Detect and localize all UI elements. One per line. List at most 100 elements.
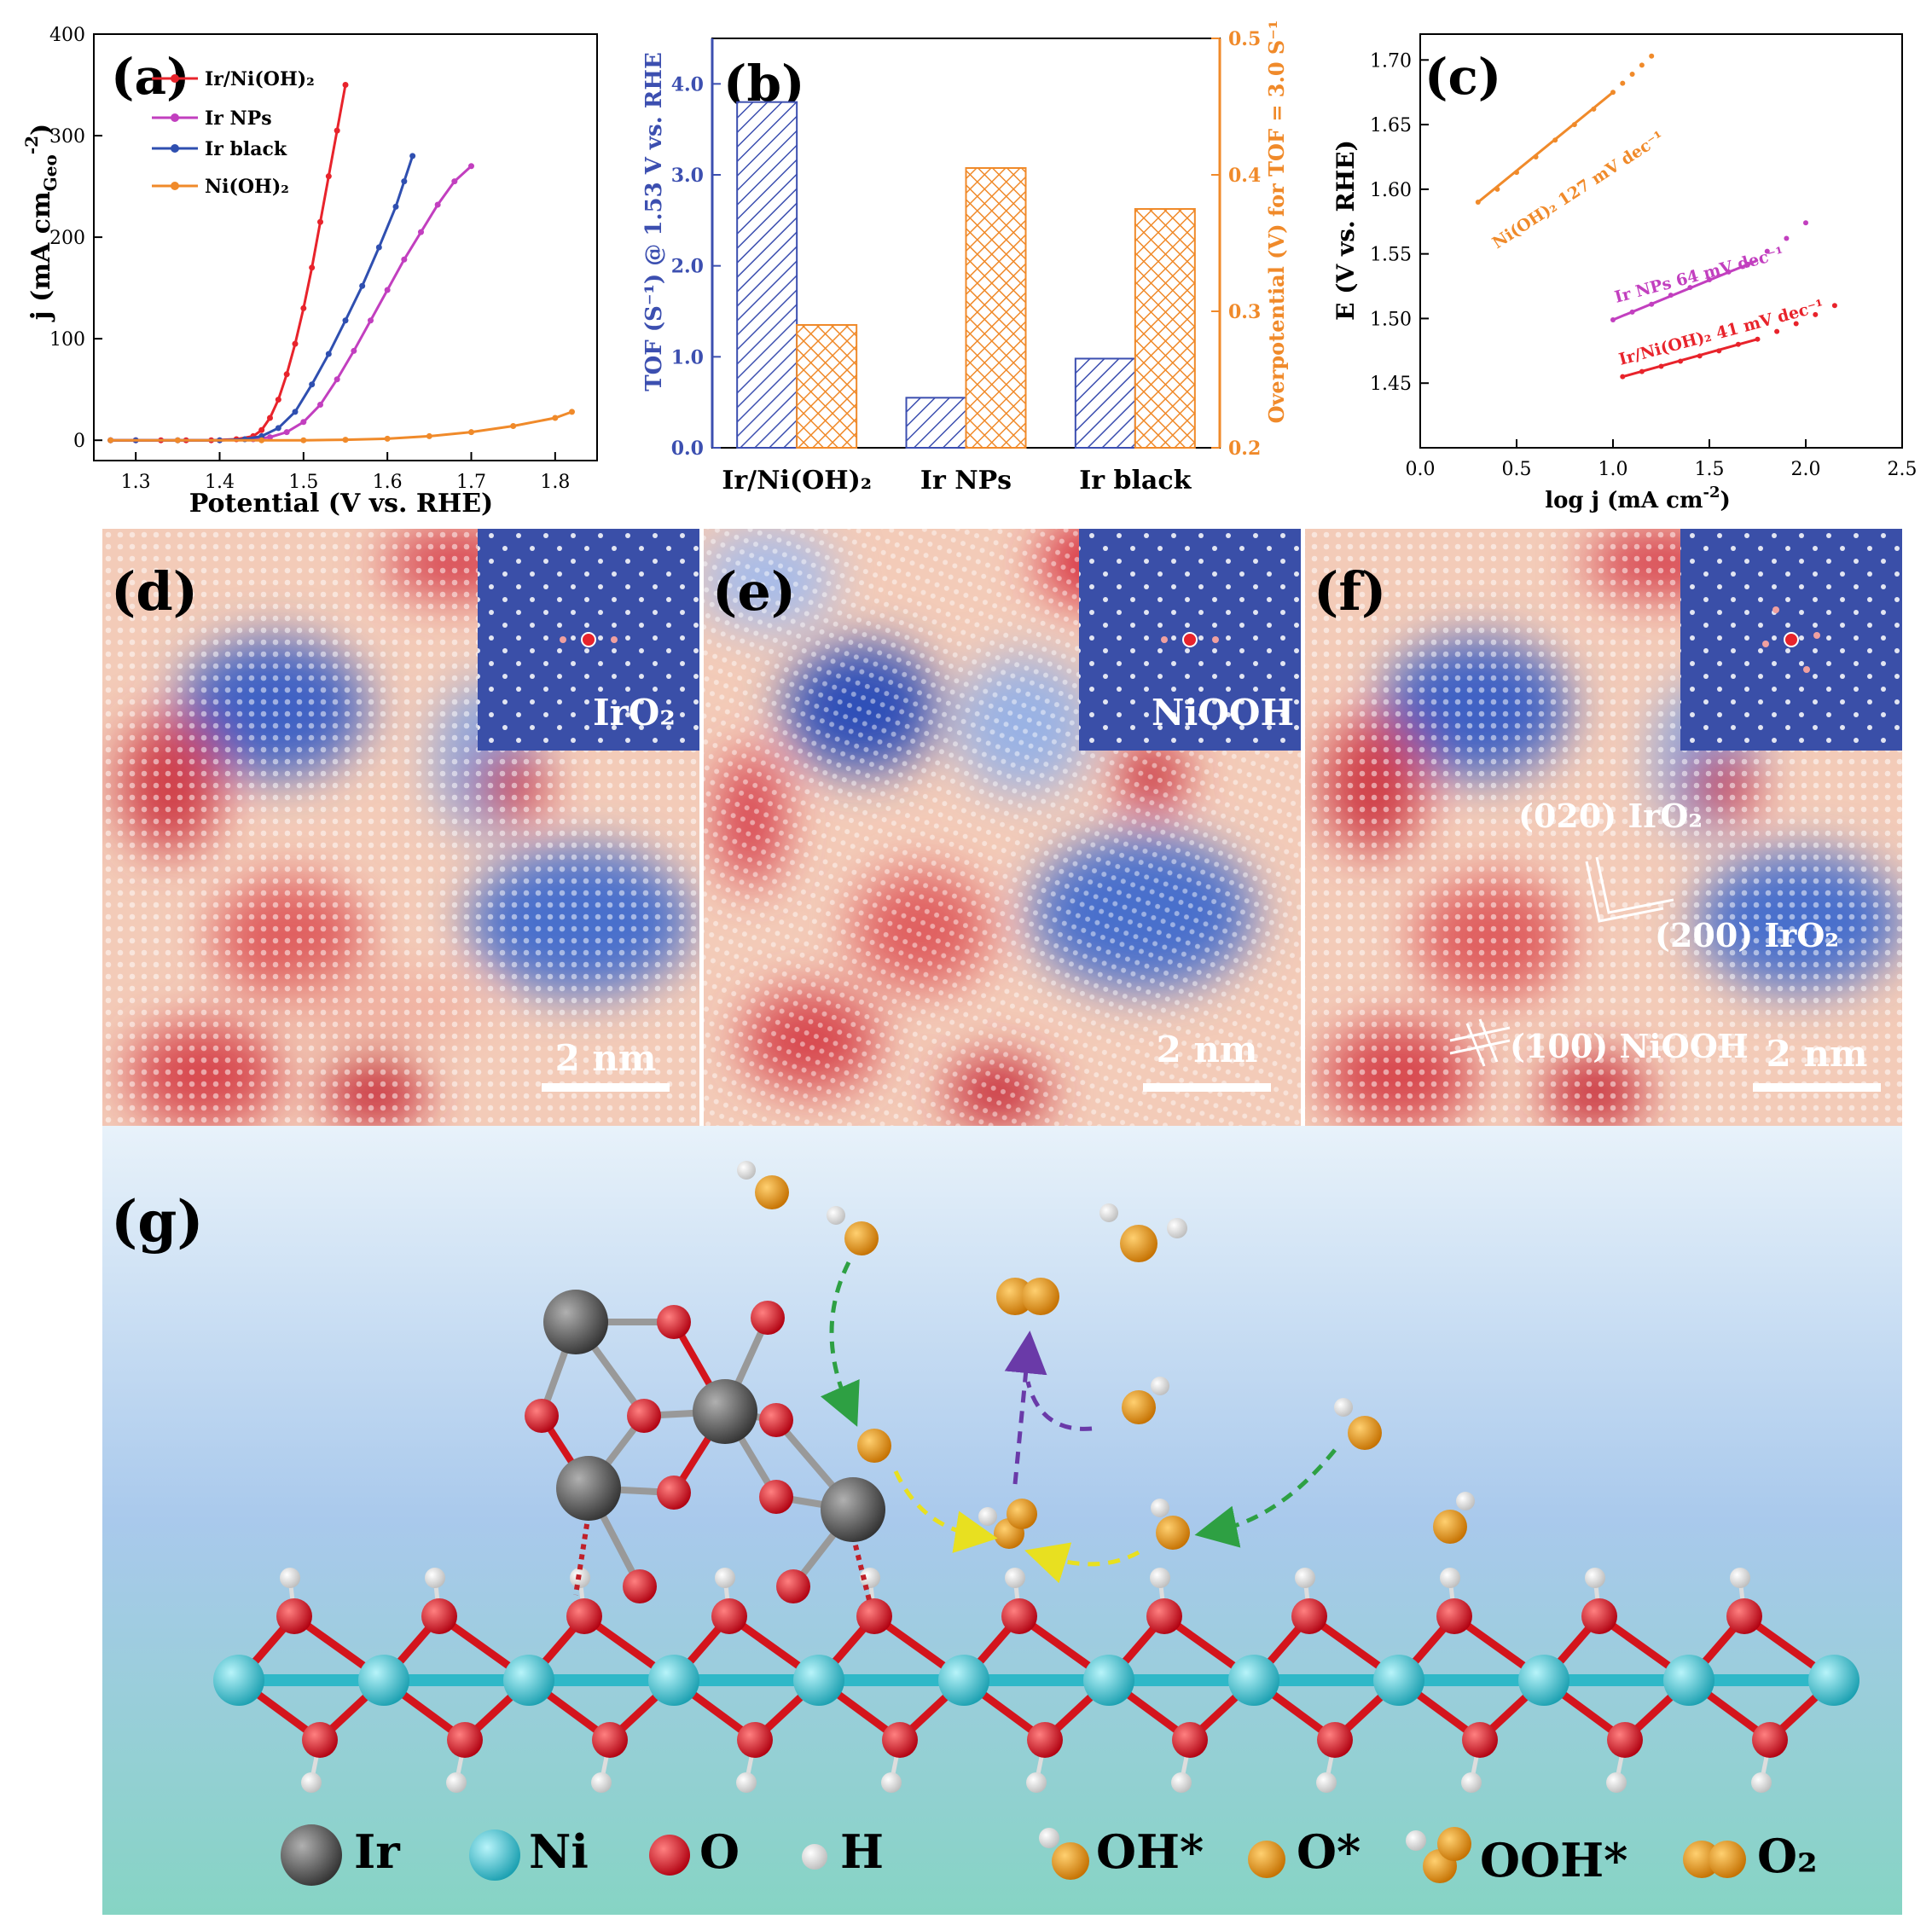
- x-category-label-b: Ir black: [1079, 466, 1192, 496]
- data-point-a: [300, 419, 307, 426]
- data-point-a: [434, 201, 441, 208]
- legend-a-ir-black: Ir black: [152, 138, 287, 160]
- data-point-a: [267, 415, 273, 421]
- bar-overpotential: [1134, 208, 1196, 449]
- data-point-a: [342, 317, 349, 324]
- data-point-c: [1533, 154, 1539, 159]
- series-line-a: [110, 155, 415, 442]
- panel-c-xlabel-main: log j (mA cm: [1545, 488, 1703, 513]
- data-point-a: [351, 347, 357, 354]
- panel-b-ylabel-right: Overpotential (V) for TOF = 3.0 S⁻¹: [1264, 20, 1289, 424]
- bar-overpotential: [965, 167, 1027, 449]
- legend-ooh-text: OOH*: [1480, 1833, 1627, 1887]
- fit-line-c: [1612, 258, 1759, 322]
- data-point-c: [1793, 321, 1799, 327]
- y-tick-label-left-b: 4.0: [671, 73, 704, 96]
- legend-ir-text: Ir: [354, 1824, 400, 1879]
- ooh-molecule: [1007, 1499, 1037, 1529]
- h-atom: [1150, 1568, 1170, 1588]
- data-point-a: [317, 218, 323, 225]
- ni-oh-layer: [213, 1568, 1859, 1793]
- oh-molecule: [755, 1175, 789, 1209]
- data-point-a: [468, 163, 474, 170]
- y-tick-label-a: 400: [49, 25, 85, 46]
- data-point-a: [401, 178, 408, 185]
- scheme-panel-g: (g): [102, 1126, 1902, 1915]
- bar-tof: [1074, 357, 1136, 449]
- data-point-c: [1774, 328, 1780, 334]
- h-atom: [1606, 1772, 1627, 1793]
- o-atom: [1726, 1598, 1762, 1634]
- ni-atom: [648, 1655, 699, 1706]
- axes-frame-a: [93, 33, 598, 461]
- h-atom: [301, 1772, 322, 1793]
- o-atom: [759, 1403, 793, 1437]
- data-point-c: [1745, 261, 1751, 267]
- annot-c-ir-ni: Ir/Ni(OH)₂ 41 mV dec⁻¹: [1617, 296, 1826, 368]
- data-point-a: [300, 437, 307, 444]
- lattice-marks-f: [1449, 856, 1674, 1067]
- o-atom: [759, 1480, 793, 1514]
- data-point-c: [1571, 122, 1577, 128]
- data-point-c: [1639, 368, 1645, 374]
- data-point-a: [317, 402, 323, 409]
- data-point-c: [1649, 53, 1655, 59]
- data-point-c: [1649, 301, 1655, 307]
- o-atom: [737, 1722, 773, 1758]
- data-point-c: [1610, 316, 1616, 322]
- h-atom: [1026, 1772, 1047, 1793]
- data-point-a: [300, 304, 307, 311]
- legend-marker-a: [171, 144, 179, 153]
- legend-h: H: [802, 1824, 884, 1879]
- data-point-c: [1629, 309, 1635, 315]
- o-atom: [525, 1399, 559, 1433]
- data-point-c: [1610, 90, 1616, 96]
- data-point-c: [1620, 374, 1626, 380]
- scale-bar-e: 2 nm: [1143, 1029, 1271, 1092]
- h-atom: [1461, 1772, 1482, 1793]
- data-point-a: [267, 434, 273, 441]
- scheme-legend: Ir Ni O H OH* O* OOH*: [281, 1824, 1818, 1887]
- axes-frame-c: [1419, 33, 1903, 449]
- o-atom: [1291, 1598, 1327, 1634]
- ni-atom: [213, 1655, 264, 1706]
- legend-a-niohx-text: Ni(OH)₂: [205, 176, 289, 198]
- data-point-a: [283, 429, 290, 436]
- o-atom: [1436, 1598, 1472, 1634]
- ni-atom: [938, 1655, 989, 1706]
- panel-b-chart: 0.01.02.03.04.00.20.30.40.5 (b) TOF (S⁻¹…: [641, 20, 1289, 496]
- legend-oh-text: OH*: [1096, 1824, 1204, 1879]
- inset-e-center-spot: [1182, 632, 1198, 647]
- data-point-a: [552, 415, 559, 421]
- tem-f-annot-100: (100) NiOOH: [1510, 1027, 1749, 1065]
- data-point-c: [1591, 106, 1597, 112]
- oh-molecule: [1156, 1516, 1190, 1550]
- panel-c-chart: 0.0 0.5 1.0 1.5 2.0 2.5 1.45 1.50 1.55 1.60 1.65 1.…: [1332, 33, 1917, 513]
- panel-c-xlabel-close: ): [1720, 488, 1730, 513]
- h-atom: [1751, 1772, 1772, 1793]
- data-point-a: [342, 82, 349, 89]
- data-point-a: [359, 282, 366, 289]
- data-point-a: [368, 317, 374, 324]
- series-line-a: [110, 165, 473, 442]
- y-tick-label-a: 0: [73, 431, 85, 452]
- panel-a-ylabel: j (mA cmGeo-2): [21, 124, 61, 323]
- y-tick-label-c: 1.50: [1370, 309, 1412, 330]
- data-point-a: [342, 437, 349, 444]
- scale-bar-d: 2 nm: [542, 1037, 670, 1092]
- h-atom: [425, 1568, 445, 1588]
- o-atom: [751, 1301, 785, 1335]
- data-point-c: [1707, 276, 1712, 282]
- panel-a-xlabel: Potential (V vs. RHE): [189, 489, 494, 519]
- scale-bar-f: 2 nm: [1753, 1033, 1881, 1092]
- legend-o-text: O: [699, 1824, 740, 1879]
- purple-arrow-curve: [1025, 1381, 1093, 1431]
- ni-atom: [1663, 1655, 1714, 1706]
- o-atom: [302, 1722, 338, 1758]
- ni-atom: [1083, 1655, 1134, 1706]
- data-point-c: [1620, 80, 1626, 86]
- h-atom: [736, 1772, 757, 1793]
- data-point-c: [1831, 303, 1837, 309]
- tem-f-label: (f): [1314, 560, 1386, 623]
